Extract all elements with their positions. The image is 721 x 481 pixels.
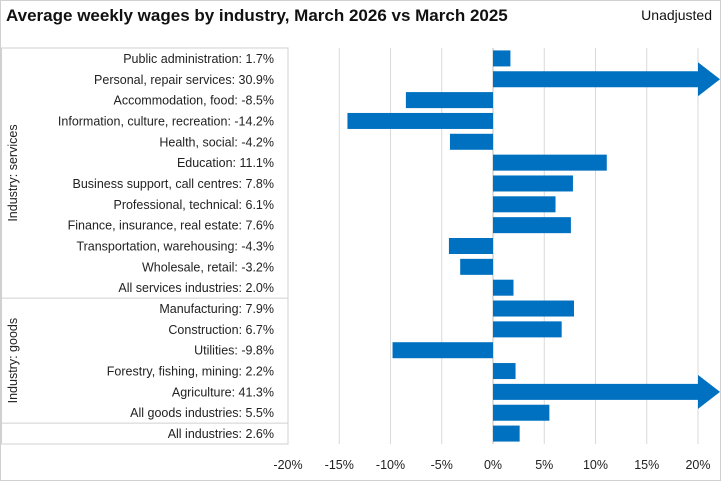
category-label: Health, social: -4.2% bbox=[159, 135, 274, 149]
category-label: Accommodation, food: -8.5% bbox=[114, 94, 275, 108]
bar bbox=[392, 342, 493, 359]
bar bbox=[493, 425, 520, 442]
bar-overflow-arrow bbox=[493, 374, 720, 409]
bar bbox=[493, 404, 550, 421]
chart-title: Average weekly wages by industry, March … bbox=[6, 6, 508, 25]
bar bbox=[493, 50, 511, 67]
category-label: Wholesale, retail: -3.2% bbox=[142, 260, 274, 274]
bar bbox=[493, 154, 607, 171]
bar bbox=[460, 258, 493, 275]
category-label: Business support, call centres: 7.8% bbox=[73, 177, 275, 191]
category-label: Personal, repair services: 30.9% bbox=[94, 73, 274, 87]
bar bbox=[449, 133, 493, 150]
bar bbox=[448, 238, 493, 254]
group-label: Industry: goods bbox=[6, 318, 20, 403]
category-label: Professional, technical: 6.1% bbox=[113, 198, 274, 212]
category-label: Education: 11.1% bbox=[177, 156, 274, 170]
category-label: All industries: 2.6% bbox=[168, 427, 274, 441]
x-tick-label: -15% bbox=[325, 458, 354, 472]
bar bbox=[405, 92, 493, 109]
category-label: Agriculture: 41.3% bbox=[172, 385, 274, 399]
bar-overflow-arrow bbox=[493, 62, 720, 97]
group-label: Industry: services bbox=[6, 124, 20, 221]
x-tick-label: 20% bbox=[685, 458, 710, 472]
bar bbox=[493, 175, 573, 192]
x-tick-label: 10% bbox=[583, 458, 608, 472]
category-label: Finance, insurance, real estate: 7.6% bbox=[68, 219, 274, 233]
x-tick-label: 0% bbox=[484, 458, 502, 472]
bar bbox=[493, 363, 516, 380]
x-tick-label: -5% bbox=[431, 458, 453, 472]
category-label: All services industries: 2.0% bbox=[118, 281, 274, 295]
bar bbox=[493, 279, 514, 296]
bar bbox=[493, 300, 574, 317]
x-tick-label: -10% bbox=[376, 458, 405, 472]
unadjusted-note: Unadjusted bbox=[641, 7, 712, 23]
category-label: Utilities: -9.8% bbox=[194, 344, 274, 358]
bar bbox=[347, 112, 493, 129]
category-label: Public administration: 1.7% bbox=[123, 52, 274, 66]
bar bbox=[493, 321, 562, 338]
category-label: Manufacturing: 7.9% bbox=[159, 302, 274, 316]
bar bbox=[493, 196, 556, 213]
category-label: Information, culture, recreation: -14.2% bbox=[58, 114, 274, 128]
category-label: All goods industries: 5.5% bbox=[130, 406, 274, 420]
x-tick-label: 15% bbox=[634, 458, 659, 472]
category-label: Construction: 6.7% bbox=[168, 323, 274, 337]
category-label: Forestry, fishing, mining: 2.2% bbox=[107, 365, 274, 379]
category-label: Transportation, warehousing: -4.3% bbox=[76, 240, 274, 254]
x-tick-label: 5% bbox=[535, 458, 553, 472]
bar bbox=[493, 217, 571, 234]
label-table-border bbox=[1, 47, 289, 445]
x-tick-label: -20% bbox=[273, 458, 302, 472]
